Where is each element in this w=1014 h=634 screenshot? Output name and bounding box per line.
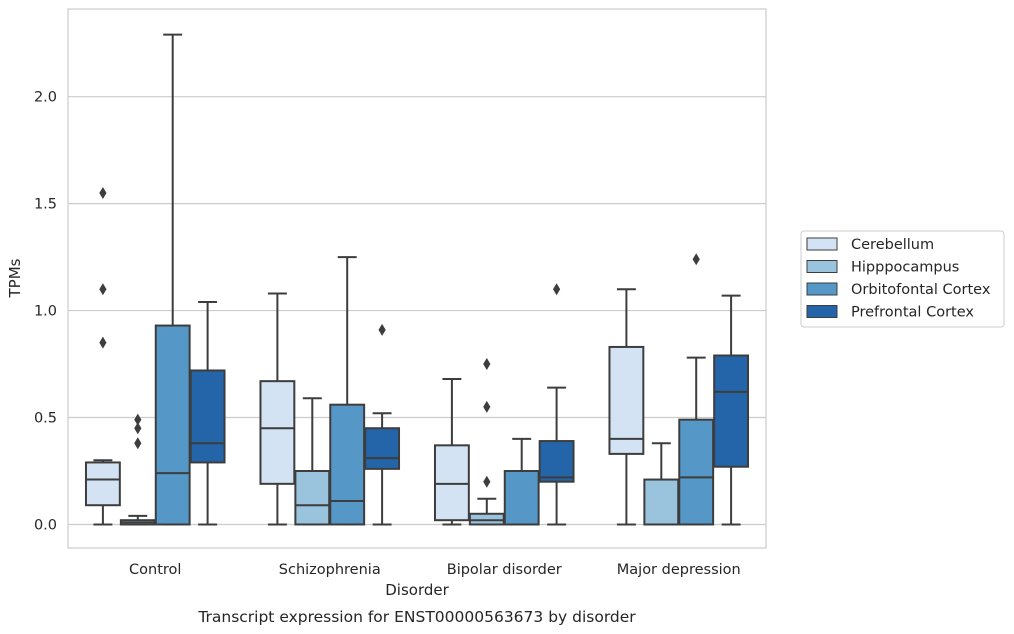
x-tick-labels: Control Schizophrenia Bipolar disorder Majo… <box>129 562 741 578</box>
legend-swatch <box>806 305 838 318</box>
box-prefrontal-cortex <box>713 294 750 526</box>
box-prefrontal-cortex <box>364 323 401 526</box>
x-tick-label: Schizophrenia <box>279 562 381 578</box>
legend-label: Prefrontal Cortex <box>851 305 974 321</box>
outlier-point <box>134 422 142 435</box>
box-hipppocampus <box>119 413 156 526</box>
box-orbitofontal-cortex <box>503 437 540 526</box>
box-iqr <box>538 440 575 483</box>
legend-swatch <box>806 260 838 273</box>
box-hipppocampus <box>294 397 331 526</box>
box-cerebellum <box>259 292 296 526</box>
chart-caption: Transcript expression for ENST0000056367… <box>197 608 636 626</box>
y-tick-label: 2.0 <box>34 90 57 106</box>
x-tick-label: Control <box>129 562 181 578</box>
box-iqr <box>608 345 645 455</box>
box-prefrontal-cortex <box>189 301 226 526</box>
outlier-point <box>483 358 491 371</box>
box-iqr <box>154 324 191 526</box>
box-series <box>84 33 750 526</box>
outlier-point <box>99 336 107 349</box>
box-iqr <box>468 512 505 526</box>
plot-area <box>67 8 767 549</box>
outlier-point <box>378 323 386 336</box>
legend: Cerebellum Hipppocampus Orbitofontal Corte… <box>800 230 1005 328</box>
y-tick-label: 1.5 <box>34 197 57 213</box>
x-axis-label: Disorder <box>385 581 449 599</box>
outlier-point <box>99 283 107 296</box>
outlier-point <box>134 437 142 450</box>
box-iqr <box>329 403 366 526</box>
legend-label: Cerebellum <box>851 237 934 253</box>
box-iqr <box>503 470 540 526</box>
box-iqr <box>259 380 296 485</box>
box-hipppocampus <box>468 358 505 526</box>
outlier-point <box>692 253 700 266</box>
outlier-point <box>483 400 491 413</box>
legend-frame <box>800 230 1005 328</box>
box-cerebellum <box>84 186 121 526</box>
y-tick-labels: 0.0 0.5 1.0 1.5 2.0 <box>34 90 57 534</box>
outlier-point <box>134 413 142 426</box>
box-iqr <box>713 354 750 468</box>
outlier-point <box>483 475 491 488</box>
box-iqr <box>364 427 401 470</box>
box-iqr <box>678 418 715 526</box>
legend-swatch <box>806 237 838 251</box>
outlier-point <box>553 283 561 296</box>
y-tick-label: 1.0 <box>34 304 57 320</box>
box-iqr <box>189 369 226 464</box>
box-iqr <box>643 478 680 526</box>
box-iqr <box>433 444 470 522</box>
box-cerebellum <box>433 378 470 526</box>
x-tick-label: Bipolar disorder <box>447 562 562 578</box>
y-tick-label: 0.5 <box>34 411 57 427</box>
box-orbitofontal-cortex <box>154 33 191 526</box>
box-orbitofontal-cortex <box>329 256 366 526</box>
y-tick-label: 0.0 <box>34 517 57 533</box>
x-tick-label: Major depression <box>617 562 741 578</box>
box-cerebellum <box>608 288 645 526</box>
box-prefrontal-cortex <box>538 283 575 526</box>
legend-label: Hipppocampus <box>851 260 959 276</box>
box-orbitofontal-cortex <box>678 253 715 526</box>
legend-swatch <box>806 282 838 296</box>
y-axis-label: TPMs <box>6 258 24 298</box>
box-iqr <box>84 461 121 507</box>
box-hipppocampus <box>643 442 680 526</box>
legend-label: Orbitofontal Cortex <box>851 282 991 298</box>
box-iqr <box>294 470 331 526</box>
outlier-point <box>99 186 107 199</box>
